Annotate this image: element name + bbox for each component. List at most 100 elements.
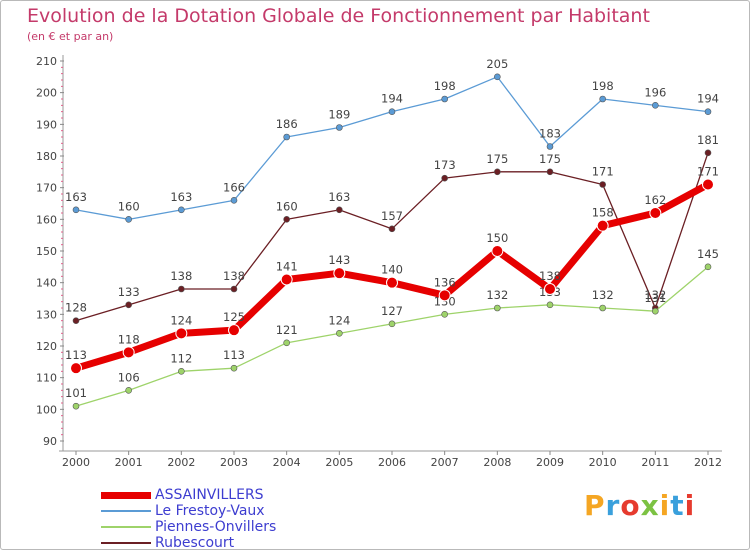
x-tick-label: 2012: [694, 456, 722, 469]
legend-label: ASSAINVILLERS: [155, 487, 264, 503]
data-label: 127: [381, 304, 403, 318]
x-tick-label: 2001: [115, 456, 143, 469]
x-tick-label: 2009: [536, 456, 564, 469]
logo-letter: r: [605, 489, 621, 522]
data-point: [125, 387, 132, 394]
data-label: 145: [697, 247, 719, 261]
y-tick-label: 100: [36, 403, 57, 416]
data-label: 140: [381, 263, 403, 277]
y-tick-label: 130: [36, 308, 57, 321]
data-label: 132: [592, 288, 614, 302]
data-point: [125, 301, 132, 309]
data-label: 118: [118, 332, 140, 346]
x-tick-label: 2004: [273, 456, 301, 469]
data-label: 186: [276, 117, 298, 131]
logo-letter: i: [684, 489, 696, 522]
data-label: 196: [644, 85, 666, 99]
data-point: [494, 168, 501, 176]
data-point: [336, 330, 343, 337]
data-label: 171: [697, 165, 719, 179]
data-label: 163: [65, 190, 87, 204]
data-point: [649, 207, 662, 219]
y-tick-label: 110: [36, 372, 57, 385]
data-point: [546, 143, 554, 150]
data-point: [386, 276, 398, 289]
data-point: [494, 304, 501, 312]
data-point: [704, 149, 712, 157]
data-label: 175: [539, 152, 561, 166]
logo-letter: t: [670, 489, 685, 522]
data-point: [702, 178, 714, 191]
data-point: [336, 124, 343, 131]
data-point: [230, 364, 238, 372]
data-point: [441, 174, 448, 182]
data-point: [336, 206, 343, 214]
y-tick-label: 210: [36, 55, 57, 68]
logo-letter: P: [584, 489, 606, 522]
data-label: 163: [170, 190, 192, 204]
data-label: 124: [328, 313, 350, 327]
data-label: 189: [328, 108, 350, 122]
legend-swatch: [101, 526, 151, 528]
data-label: 205: [486, 57, 508, 71]
y-tick-label: 200: [36, 87, 57, 100]
data-point: [72, 317, 80, 324]
data-label: 106: [118, 370, 140, 384]
legend-swatch: [101, 542, 151, 544]
data-point: [178, 368, 185, 375]
data-point: [652, 102, 659, 109]
data-label: 158: [592, 206, 614, 220]
data-point: [491, 245, 504, 257]
proxiti-logo: Proxiti: [584, 489, 695, 522]
data-label: 138: [223, 269, 245, 283]
data-label: 163: [328, 190, 350, 204]
data-point: [230, 197, 238, 204]
data-label: 113: [65, 348, 87, 362]
data-label: 125: [223, 310, 245, 324]
data-label: 143: [328, 253, 350, 267]
y-tick-label: 170: [36, 182, 57, 195]
data-label: 113: [223, 348, 245, 362]
data-point: [283, 339, 290, 347]
data-point: [546, 168, 554, 176]
legend-swatch: [101, 510, 151, 512]
legend-label: Rubescourt: [155, 535, 235, 550]
logo-letter: x: [640, 489, 660, 522]
data-point: [599, 95, 606, 103]
data-point: [72, 206, 80, 214]
legend-swatch: [101, 492, 151, 499]
data-point: [599, 181, 606, 188]
x-tick-label: 2005: [325, 456, 353, 469]
x-tick-label: 2011: [641, 456, 669, 469]
data-label: 198: [434, 79, 456, 93]
x-tick-label: 2008: [483, 456, 511, 469]
data-label: 141: [276, 260, 298, 274]
data-point: [388, 320, 396, 328]
y-tick-label: 120: [36, 340, 57, 353]
y-tick-label: 190: [36, 118, 57, 131]
data-point: [596, 219, 609, 232]
data-point: [283, 133, 290, 141]
data-point: [441, 311, 448, 318]
data-label: 112: [170, 351, 192, 365]
legend-label: Piennes-Onvillers: [155, 519, 277, 535]
data-point: [178, 285, 185, 293]
data-label: 121: [276, 323, 298, 337]
data-point: [546, 301, 554, 309]
data-point: [280, 273, 293, 286]
data-point: [228, 324, 240, 337]
y-tick-label: 180: [36, 150, 57, 163]
legend-label: Le Frestoy-Vaux: [155, 503, 265, 519]
data-point: [441, 95, 448, 103]
data-point: [72, 402, 80, 410]
x-tick-label: 2002: [167, 456, 195, 469]
y-tick-label: 90: [43, 435, 57, 448]
logo-letter: o: [620, 489, 641, 522]
data-label: 194: [381, 92, 403, 106]
data-label: 194: [697, 92, 719, 106]
data-label: 138: [539, 269, 561, 283]
y-tick-label: 160: [36, 213, 57, 226]
data-label: 124: [170, 313, 192, 327]
data-point: [175, 327, 188, 340]
